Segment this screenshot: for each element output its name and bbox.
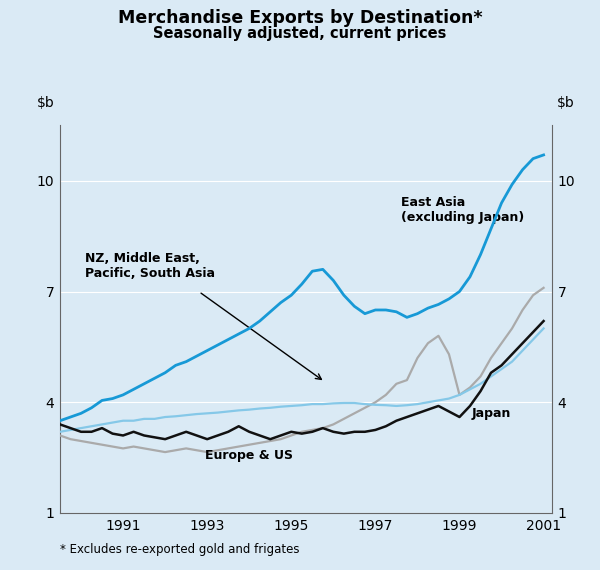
- Text: NZ, Middle East,
Pacific, South Asia: NZ, Middle East, Pacific, South Asia: [85, 252, 215, 280]
- Text: Seasonally adjusted, current prices: Seasonally adjusted, current prices: [154, 26, 446, 40]
- Text: $b: $b: [557, 96, 575, 110]
- Text: Japan: Japan: [472, 407, 511, 420]
- Text: East Asia
(excluding Japan): East Asia (excluding Japan): [401, 196, 524, 225]
- Text: Europe & US: Europe & US: [205, 449, 293, 462]
- Text: * Excludes re-exported gold and frigates: * Excludes re-exported gold and frigates: [60, 543, 299, 556]
- Text: Merchandise Exports by Destination*: Merchandise Exports by Destination*: [118, 9, 482, 27]
- Text: $b: $b: [37, 96, 55, 110]
